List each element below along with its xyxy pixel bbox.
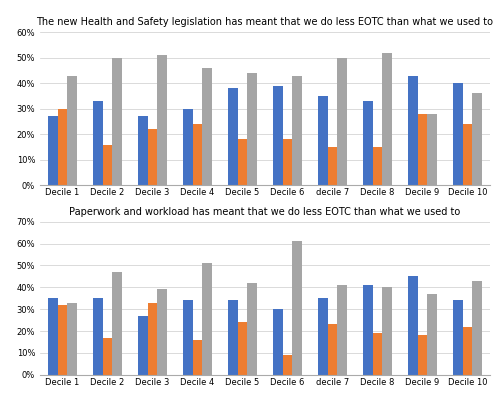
Bar [68, 303, 78, 375]
Bar [282, 355, 292, 375]
Bar [282, 139, 292, 185]
Bar [158, 55, 168, 185]
Bar [428, 114, 438, 185]
Bar [158, 289, 168, 375]
Bar [238, 322, 248, 375]
Bar [102, 145, 113, 185]
Bar [238, 139, 248, 185]
Bar [362, 285, 372, 375]
Bar [292, 241, 302, 375]
Bar [192, 340, 202, 375]
Bar [328, 147, 338, 185]
Bar [138, 316, 147, 375]
Bar [408, 76, 418, 185]
Bar [92, 298, 102, 375]
Bar [148, 129, 158, 185]
Bar [228, 300, 237, 375]
Bar [382, 53, 392, 185]
Bar [228, 88, 237, 185]
Bar [148, 303, 158, 375]
Bar [372, 333, 382, 375]
Bar [58, 305, 68, 375]
Bar [272, 309, 282, 375]
Bar [248, 73, 258, 185]
Bar [462, 124, 472, 185]
Bar [318, 298, 328, 375]
Bar [338, 58, 347, 185]
Bar [182, 300, 192, 375]
Bar [362, 101, 372, 185]
Bar [472, 93, 482, 185]
Bar [112, 272, 122, 375]
Bar [202, 263, 212, 375]
Bar [48, 116, 58, 185]
Bar [408, 276, 418, 375]
Bar [58, 109, 68, 185]
Bar [452, 83, 462, 185]
Bar [382, 287, 392, 375]
Bar [68, 76, 78, 185]
Legend: Disagree, Neutral, Agree: Disagree, Neutral, Agree [177, 224, 353, 242]
Bar [292, 76, 302, 185]
Bar [428, 294, 438, 375]
Bar [418, 114, 428, 185]
Bar [452, 300, 462, 375]
Bar [48, 298, 58, 375]
Bar [372, 147, 382, 185]
Bar [138, 116, 147, 185]
Bar [418, 335, 428, 375]
Bar [102, 338, 113, 375]
Bar [192, 124, 202, 185]
Title: Paperwork and workload has meant that we do less EOTC than what we used to: Paperwork and workload has meant that we… [70, 207, 460, 217]
Bar [202, 68, 212, 185]
Bar [462, 327, 472, 375]
Bar [112, 58, 122, 185]
Bar [248, 283, 258, 375]
Bar [92, 101, 102, 185]
Bar [272, 86, 282, 185]
Bar [338, 285, 347, 375]
Bar [182, 109, 192, 185]
Bar [328, 324, 338, 375]
Title: The new Health and Safety legislation has meant that we do less EOTC than what w: The new Health and Safety legislation ha… [36, 17, 494, 27]
Bar [318, 96, 328, 185]
Bar [472, 281, 482, 375]
